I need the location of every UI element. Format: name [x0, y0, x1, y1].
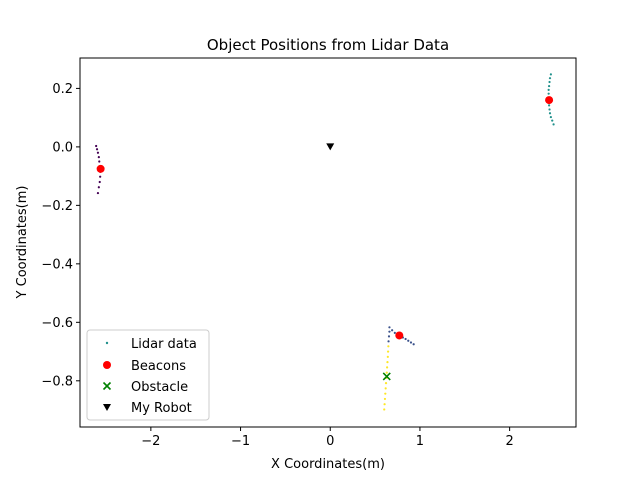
beacons-point — [395, 331, 404, 340]
lidar-data-point — [387, 340, 390, 343]
lidar-data-point — [548, 77, 552, 80]
lidar-data-point — [96, 151, 100, 154]
lidar-data-point — [383, 403, 386, 406]
lidar-data-point — [98, 160, 101, 163]
lidar-data-point — [96, 191, 100, 195]
lidar-data-point — [386, 360, 389, 364]
legend: Lidar data Beacons Obstacle My Robot — [86, 329, 210, 421]
legend-label-lidar-data: Lidar data — [131, 337, 197, 352]
x-tick-label: −1 — [231, 434, 250, 449]
lidar-data-point — [386, 366, 389, 369]
lidar-data-point — [384, 382, 388, 385]
lidar-data-point — [548, 80, 551, 84]
lidar-data-point — [407, 339, 410, 342]
lidar-data-point — [552, 123, 555, 126]
lidar-data-point — [547, 84, 551, 88]
legend-label-obstacle: Obstacle — [131, 380, 188, 395]
y-tick-label: −0.4 — [41, 257, 73, 272]
legend-marker-my-robot — [103, 404, 111, 411]
legend-label-beacons: Beacons — [131, 359, 186, 374]
lidar-data-point — [549, 73, 552, 76]
legend-marker-lidar-data — [105, 341, 109, 345]
beacons-point — [96, 164, 105, 173]
chart-title: Object Positions from Lidar Data — [207, 36, 449, 54]
lidar-data-point — [393, 331, 396, 334]
x-axis-ticks: −2 −1 0 1 2 — [141, 427, 514, 449]
lidar-data-point — [412, 343, 415, 346]
y-axis-title: Y Coordinates(m) — [15, 186, 30, 300]
x-axis-title: X Coordinates(m) — [271, 457, 385, 472]
lidar-data-point — [384, 387, 387, 390]
lidar-data-point — [383, 408, 386, 411]
lidar-data-point — [387, 345, 390, 348]
y-tick-label: 0.2 — [52, 82, 73, 97]
lidar-data-point — [547, 92, 550, 95]
lidar-data-point — [99, 175, 102, 178]
lidar-data-point — [383, 397, 387, 401]
lidar-data-point — [551, 119, 554, 122]
lidar-data-point — [548, 108, 551, 111]
lidar-data-point — [409, 341, 413, 344]
lidar-data-point — [547, 104, 551, 107]
lidar-data-point — [97, 156, 100, 159]
my-robot-point — [326, 143, 335, 151]
x-tick-label: 2 — [505, 434, 513, 449]
lidar-data-point — [387, 335, 391, 338]
y-tick-label: −0.6 — [41, 316, 73, 331]
lidar-data-point — [386, 355, 389, 358]
lidar-data-point — [95, 148, 99, 151]
legend-marker-obstacle — [102, 381, 112, 391]
lidar-data-point — [98, 180, 101, 184]
legend-label-my-robot: My Robot — [131, 401, 192, 416]
lidar-data-point — [386, 350, 390, 353]
obstacle-point — [382, 372, 391, 381]
lidar-data-point — [388, 326, 391, 329]
y-tick-label: 0.0 — [52, 140, 73, 155]
beacons-point — [545, 96, 554, 105]
x-tick-label: 0 — [326, 434, 334, 449]
lidar-data-point — [548, 112, 552, 115]
lidar-data-point — [384, 392, 387, 395]
y-tick-label: −0.8 — [41, 374, 73, 389]
lidar-data-point — [95, 144, 98, 148]
points-layer — [95, 73, 555, 411]
legend-marker-beacons — [103, 361, 111, 369]
x-tick-label: −2 — [141, 434, 160, 449]
lidar-data-point — [547, 88, 550, 91]
lidar-data-point — [404, 337, 407, 341]
x-tick-label: 1 — [416, 434, 424, 449]
lidar-data-point — [385, 371, 388, 374]
y-tick-label: −0.2 — [41, 199, 73, 214]
legend-box — [86, 329, 210, 421]
lidar-data-point — [549, 115, 552, 119]
lidar-data-point — [391, 329, 394, 332]
lidar-data-point — [388, 330, 391, 333]
lidar-data-point — [97, 186, 100, 189]
y-axis-ticks: 0.2 0.0 −0.2 −0.4 −0.6 −0.8 — [41, 82, 80, 389]
